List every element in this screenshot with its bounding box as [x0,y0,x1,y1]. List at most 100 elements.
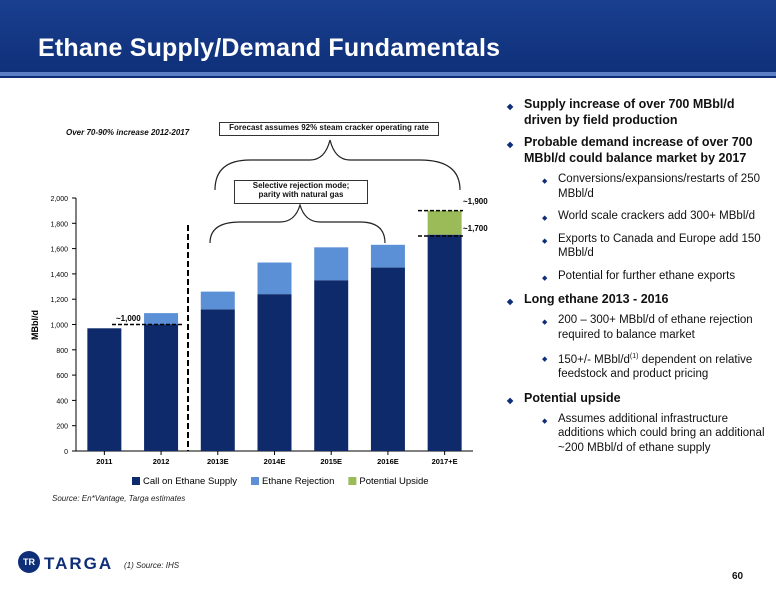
rejection-brace [209,202,386,244]
y-tick-label: 1,200 [50,297,68,304]
legend-label: Call on Ethane Supply [143,476,237,487]
bar-segment [200,309,235,451]
title-bar [0,0,776,78]
footnote: (1) Source: IHS [124,561,180,570]
bar-segment [370,244,405,268]
bullet-text: Exports to Canada and Europe add 150 MBb… [558,232,761,260]
page-number: 60 [732,571,744,582]
bullet-text: 200 – 300+ MBbl/d of ethane rejection re… [558,314,753,341]
bullet-item: ◆ Long ethane 2013 - 2016 [506,291,772,307]
rejection-note-line1: Selective rejection mode; [252,181,350,190]
x-tick-label: 2015E [320,457,342,466]
braces [209,139,461,244]
x-tick-label: 2014E [264,457,286,466]
forecast-brace [214,139,461,191]
diamond-bullet-icon: ◆ [507,395,514,405]
bullet-text: Conversions/expansions/restarts of 250 M… [558,173,760,200]
legend-swatch [348,477,357,485]
y-tick-label: 1,000 [50,323,68,330]
sub-bullet-item: ◆ Assumes additional infrastructure addit… [506,412,772,456]
chart-source: Source: En*Vantage, Targa estimates [52,494,186,503]
diamond-bullet-icon: ◆ [542,274,548,282]
diamond-bullet-icon: ◆ [542,417,548,425]
sub-bullet-item: ◆ Exports to Canada and Europe add 150 MB… [506,232,772,261]
x-labels: 2011 2012 2013E 2014E 2015E 2016E 2017+E [96,451,458,466]
y-tick-label: 2,000 [50,196,68,203]
x-tick-label: 2011 [96,457,112,466]
bullet-item: ◆ Supply increase of over 700 MBbl/d driv… [506,96,772,128]
y-tick-label: 200 [56,424,68,431]
bullet-text-continued: dependent on relative feedstock and prod… [558,353,753,381]
diamond-bullet-icon: ◆ [542,356,548,363]
sub-bullet-item: ◆ Potential for further ethane exports [506,269,772,284]
diamond-bullet-icon: ◆ [542,215,548,222]
targa-logo: TR TARGA [18,551,118,577]
diamond-bullet-icon: ◆ [542,237,548,245]
diamond-bullet-icon: ◆ [507,102,514,111]
bars [87,210,462,451]
diamond-bullet-icon: ◆ [542,178,548,185]
bullet-text: World scale crackers add 300+ MBbl/d [558,210,755,222]
label-1700: ~1,700 [463,224,488,233]
sub-bullet-item: ◆ 200 – 300+ MBbl/d of ethane rejection r… [506,313,772,342]
forecast-note: Forecast assumes 92% steam cracker opera… [229,123,429,132]
bar-segment [200,291,235,310]
bullet-text: 150+/- MBbl/d [558,353,630,366]
x-tick-label: 2012 [153,457,170,466]
bar-segment [314,280,349,451]
diamond-bullet-icon: ◆ [507,297,514,306]
bullet-text: Potential upside [524,390,621,405]
bar-segment [257,262,292,295]
bullet-text: Assumes additional infrastructure additi… [558,412,765,454]
legend: Call on Ethane Supply Ethane Rejection Pot… [132,476,429,487]
bar-segment [144,324,179,451]
bar-segment [370,267,405,451]
bar-segment [427,234,462,451]
bullet-item: ◆ Potential upside [506,390,772,406]
targa-logo-text: TARGA [44,554,114,573]
label-1000: ~1,000 [116,314,141,323]
diamond-bullet-icon: ◆ [542,319,548,326]
bar-segment [257,294,292,451]
rejection-note-line2: parity with natural gas [258,190,344,199]
bullet-item: ◆ Probable demand increase of over 700 MB… [506,134,772,166]
bullet-list: ◆ Supply increase of over 700 MBbl/d driv… [506,96,772,463]
y-tick-label: 400 [56,398,68,405]
legend-swatch [132,477,140,485]
sub-bullet-item: ◆ 150+/- MBbl/d(1) dependent on relative … [506,350,772,382]
bar-segment [87,328,122,451]
forecast-callout: Forecast assumes 92% steam cracker opera… [219,122,439,136]
y-tick-label: 1,400 [50,272,68,279]
label-1900: ~1,900 [463,197,488,206]
targa-logo-mark: TR [18,551,40,573]
y-tick-label: 800 [56,348,68,355]
y-axis-label: MBbl/d [30,310,40,340]
bullet-text: Potential for further ethane exports [558,269,736,282]
bullet-text: Long ethane 2013 - 2016 [524,292,669,306]
y-tick-label: 0 [64,449,68,456]
legend-swatch [251,477,260,485]
sub-bullet-item: ◆ World scale crackers add 300+ MBbl/d [506,209,772,224]
bullet-text: Probable demand increase of over 700 MBb… [524,135,753,165]
x-tick-label: 2016E [377,457,399,466]
increase-note: Over 70-90% increase 2012-2017 [66,128,190,137]
sub-bullet-item: ◆ Conversions/expansions/restarts of 250 … [506,172,772,201]
rejection-callout: Selective rejection mode; parity with na… [234,180,368,204]
reference-markers: ~1,000 ~1,900 ~1,700 [112,197,488,451]
x-tick-label: 2013E [207,457,229,466]
bar-segment [144,313,179,325]
bar-segment [314,247,349,281]
y-tick-label: 1,600 [50,247,68,254]
title-bar-accent [0,72,776,76]
x-tick-label: 2017+E [432,457,458,466]
legend-label: Ethane Rejection [262,476,334,487]
y-tick-label: 600 [56,373,68,380]
bar-segment [427,210,462,235]
y-tick-label: 1,800 [50,221,68,228]
page-title: Ethane Supply/Demand Fundamentals [38,34,501,62]
footnote-marker: (1) [629,353,639,360]
diamond-bullet-icon: ◆ [507,140,514,149]
bullet-text: Supply increase of over 700 MBbl/d drive… [524,97,735,127]
legend-label: Potential Upside [359,476,428,487]
